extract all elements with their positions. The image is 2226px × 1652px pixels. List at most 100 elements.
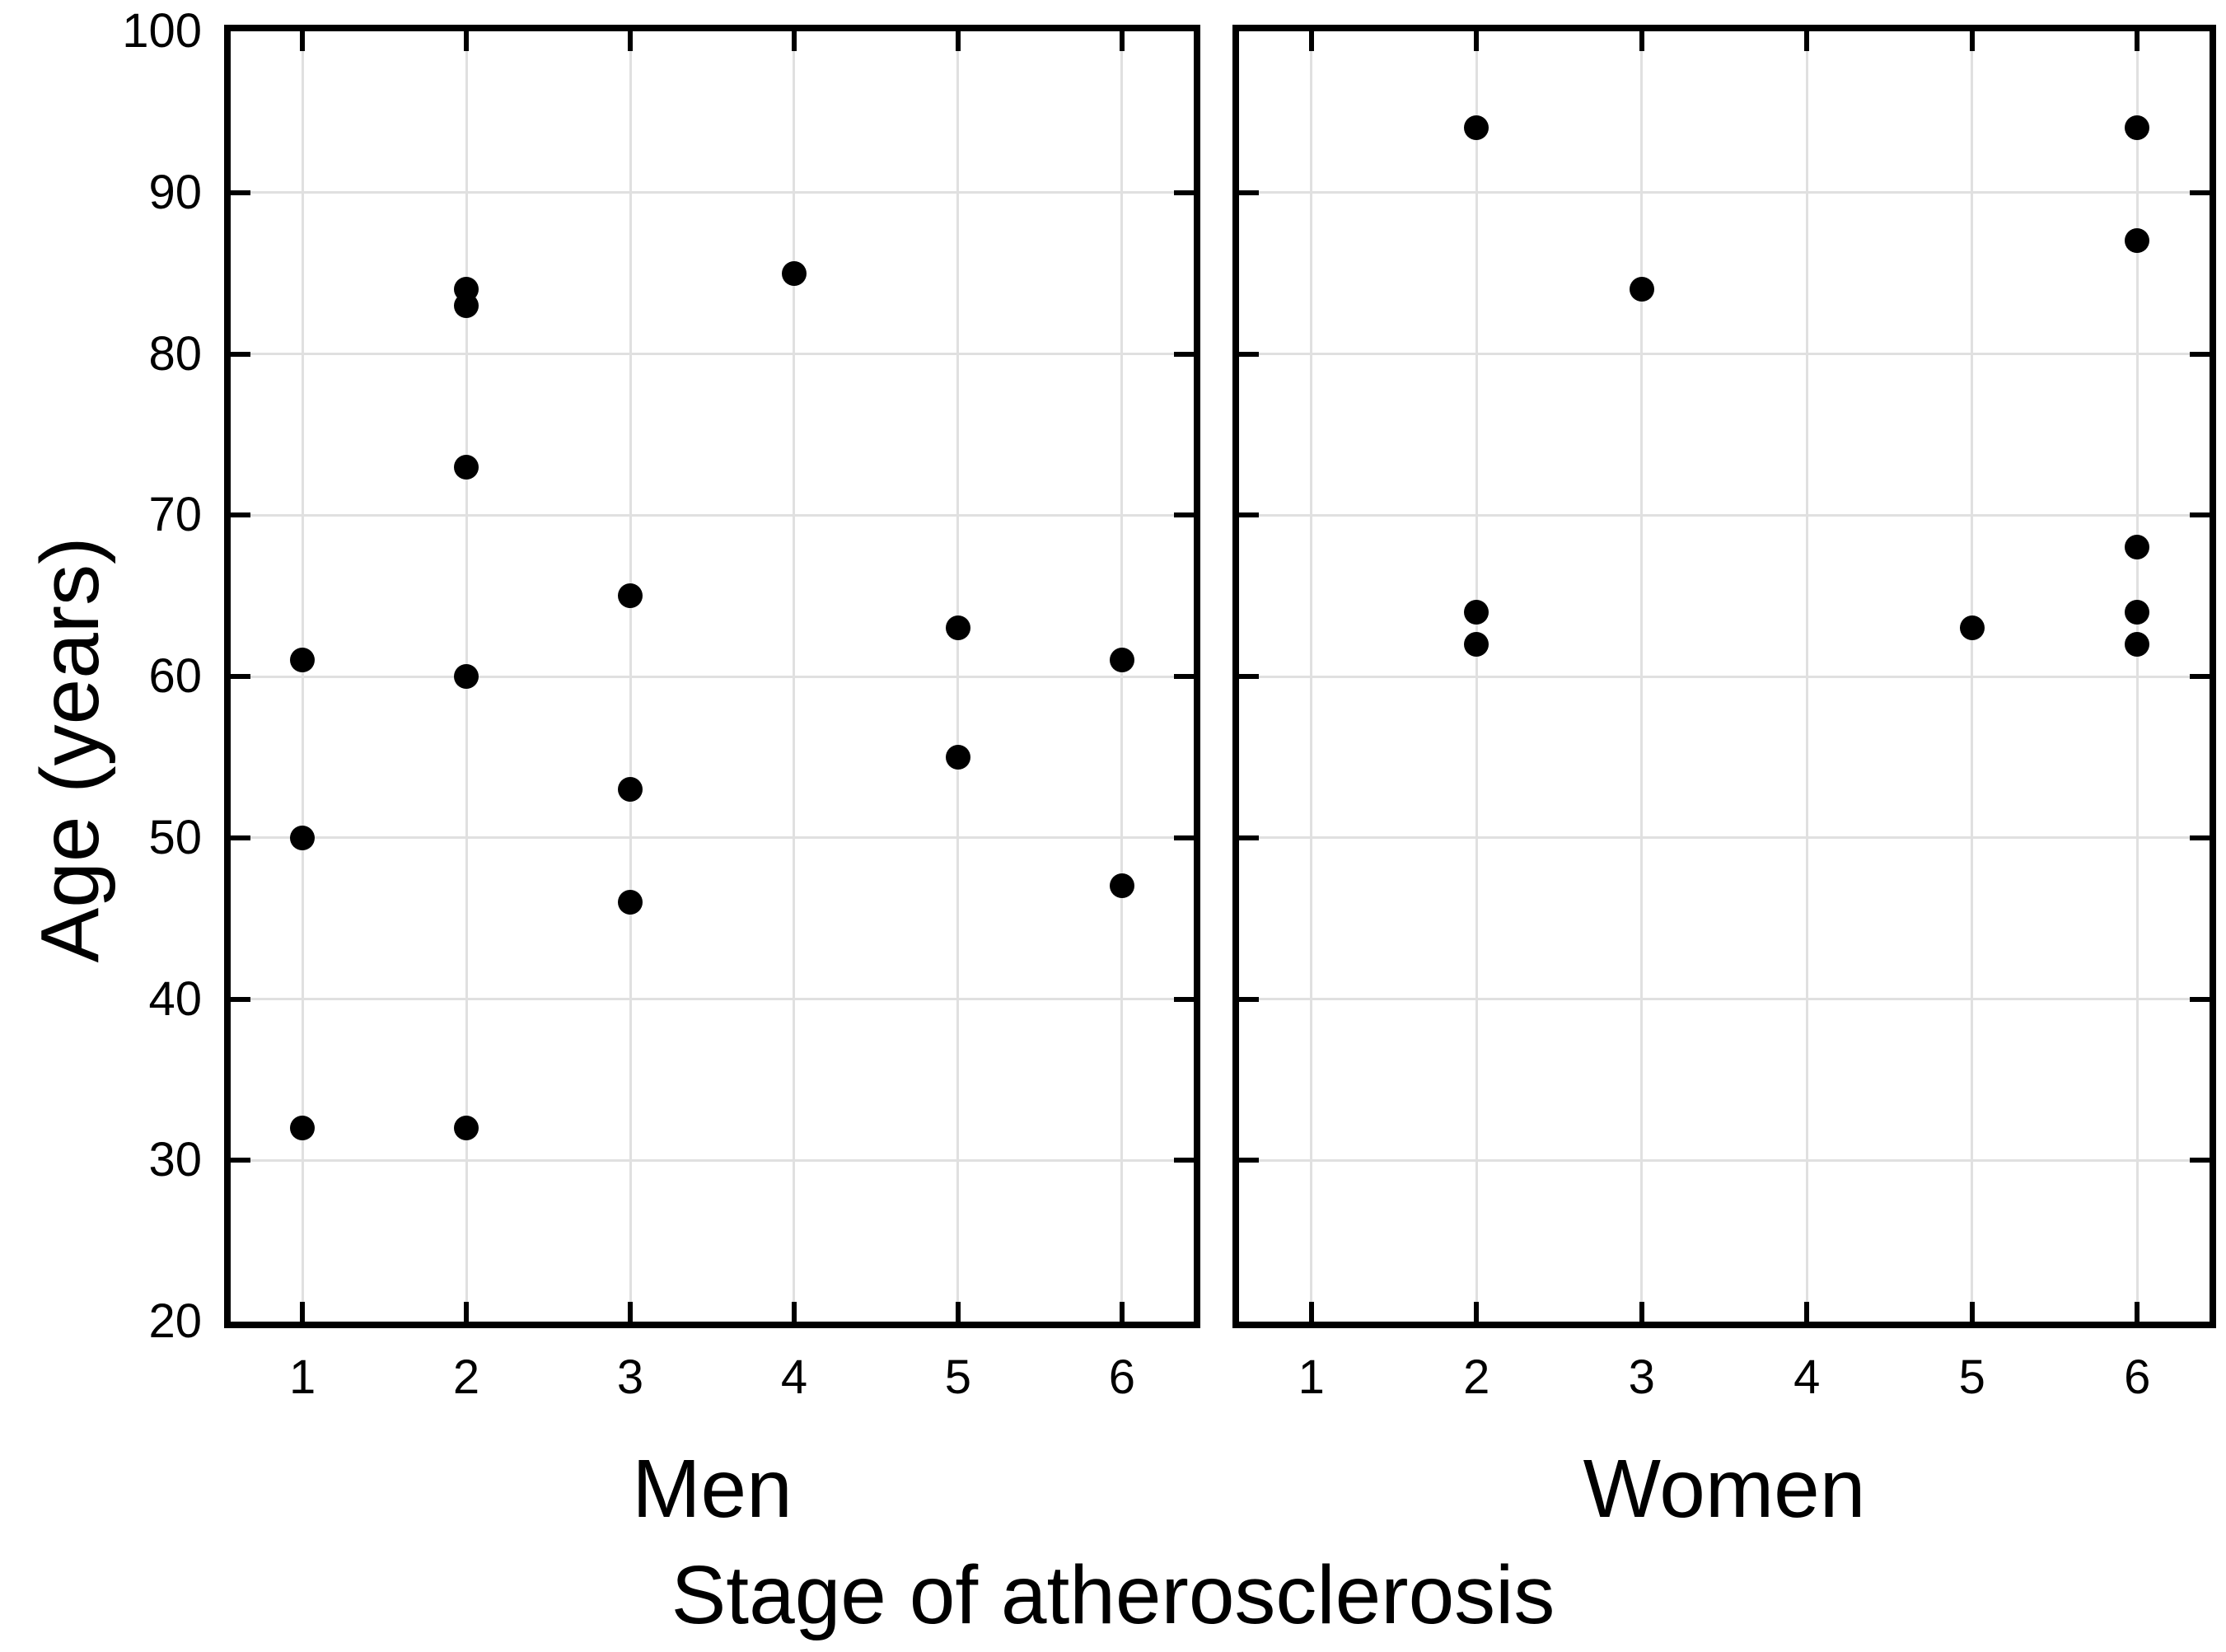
x-tick-mark (628, 1302, 634, 1322)
x-tick-mark (1969, 31, 1975, 51)
y-tick-label: 60 (148, 649, 202, 703)
data-point (2125, 599, 2150, 625)
x-tick-mark (955, 1302, 961, 1322)
panel-men (224, 25, 1200, 1328)
data-point (945, 744, 970, 770)
y-tick-mark (2190, 512, 2210, 518)
y-tick-mark (2190, 835, 2210, 840)
gridline-h (231, 353, 1194, 355)
data-point (2125, 631, 2150, 657)
y-axis-title: Age (years) (24, 536, 116, 963)
x-tick-label: 3 (616, 1350, 644, 1404)
gridline-v (2135, 31, 2139, 1322)
x-tick-mark (1804, 31, 1810, 51)
gridline-h (1239, 191, 2210, 194)
x-tick-mark (1639, 1302, 1644, 1322)
y-tick-mark (231, 674, 250, 679)
data-point (1109, 873, 1134, 899)
data-point (781, 260, 807, 286)
x-tick-mark (791, 1302, 797, 1322)
gridline-h (231, 191, 1194, 194)
y-tick-mark (1239, 996, 1259, 1002)
gridline-v (793, 31, 796, 1322)
gridline-h (1239, 836, 2210, 840)
x-tick-label: 5 (1958, 1350, 1985, 1404)
data-point (2125, 535, 2150, 560)
y-tick-mark (2190, 190, 2210, 195)
gridline-v (1120, 31, 1124, 1322)
y-tick-mark (231, 996, 250, 1002)
data-point (454, 292, 479, 318)
y-tick-mark (1239, 190, 1259, 195)
x-tick-mark (464, 31, 470, 51)
y-tick-mark (2190, 351, 2210, 357)
x-tick-mark (955, 31, 961, 51)
y-tick-mark (1239, 674, 1259, 679)
x-tick-mark (1308, 31, 1314, 51)
gridline-h (231, 1158, 1194, 1162)
x-tick-mark (2135, 1302, 2140, 1322)
data-point (1109, 648, 1134, 673)
x-tick-mark (464, 1302, 470, 1322)
data-point (290, 1116, 316, 1141)
y-tick-mark (231, 351, 250, 357)
y-tick-mark (1239, 512, 1259, 518)
y-tick-mark (1174, 835, 1194, 840)
x-tick-label: 5 (944, 1350, 972, 1404)
x-tick-label: 4 (1793, 1350, 1821, 1404)
data-point (454, 1116, 479, 1141)
x-tick-label: 1 (1298, 1350, 1325, 1404)
data-point (618, 777, 643, 803)
y-tick-mark (2190, 674, 2210, 679)
gridline-v (1971, 31, 1974, 1322)
y-tick-mark (1239, 1158, 1259, 1163)
x-tick-label: 6 (2124, 1350, 2151, 1404)
x-axis-title: Stage of atherosclerosis (671, 1549, 1555, 1641)
x-tick-label: 1 (288, 1350, 316, 1404)
x-tick-mark (1639, 31, 1644, 51)
y-tick-mark (231, 1158, 250, 1163)
x-tick-mark (1474, 31, 1480, 51)
y-tick-label: 20 (148, 1294, 202, 1348)
gridline-v (1310, 31, 1313, 1322)
y-tick-label: 50 (148, 810, 202, 864)
x-tick-mark (1804, 1302, 1810, 1322)
gridline-h (231, 836, 1194, 840)
gridline-h (1239, 353, 2210, 355)
y-tick-mark (1174, 674, 1194, 679)
y-tick-mark (1174, 996, 1194, 1002)
panel-label-men: Men (632, 1443, 793, 1535)
gridline-h (1239, 1158, 2210, 1162)
x-tick-mark (1969, 1302, 1975, 1322)
data-point (1464, 631, 1489, 657)
panel-women (1232, 25, 2216, 1328)
y-tick-mark (1174, 351, 1194, 357)
gridline-h (1239, 513, 2210, 517)
x-tick-mark (1474, 1302, 1480, 1322)
y-tick-label: 70 (148, 488, 202, 542)
y-tick-mark (1239, 351, 1259, 357)
data-point (945, 615, 970, 641)
x-tick-mark (2135, 31, 2140, 51)
data-point (454, 454, 479, 480)
x-tick-label: 2 (452, 1350, 480, 1404)
x-tick-mark (1119, 31, 1125, 51)
data-point (1959, 615, 1985, 641)
x-tick-label: 6 (1108, 1350, 1136, 1404)
gridline-v (1475, 31, 1478, 1322)
y-tick-label: 90 (148, 165, 202, 219)
data-point (454, 664, 479, 689)
y-tick-mark (1174, 512, 1194, 518)
y-tick-mark (231, 512, 250, 518)
gridline-h (231, 675, 1194, 678)
gridline-v (956, 31, 960, 1322)
gridline-h (231, 513, 1194, 517)
panel-label-women: Women (1583, 1443, 1866, 1535)
y-tick-mark (1174, 190, 1194, 195)
x-tick-label: 4 (780, 1350, 808, 1404)
gridline-h (1239, 998, 2210, 1000)
data-point (1629, 277, 1654, 302)
data-point (290, 825, 316, 850)
y-tick-mark (2190, 996, 2210, 1002)
